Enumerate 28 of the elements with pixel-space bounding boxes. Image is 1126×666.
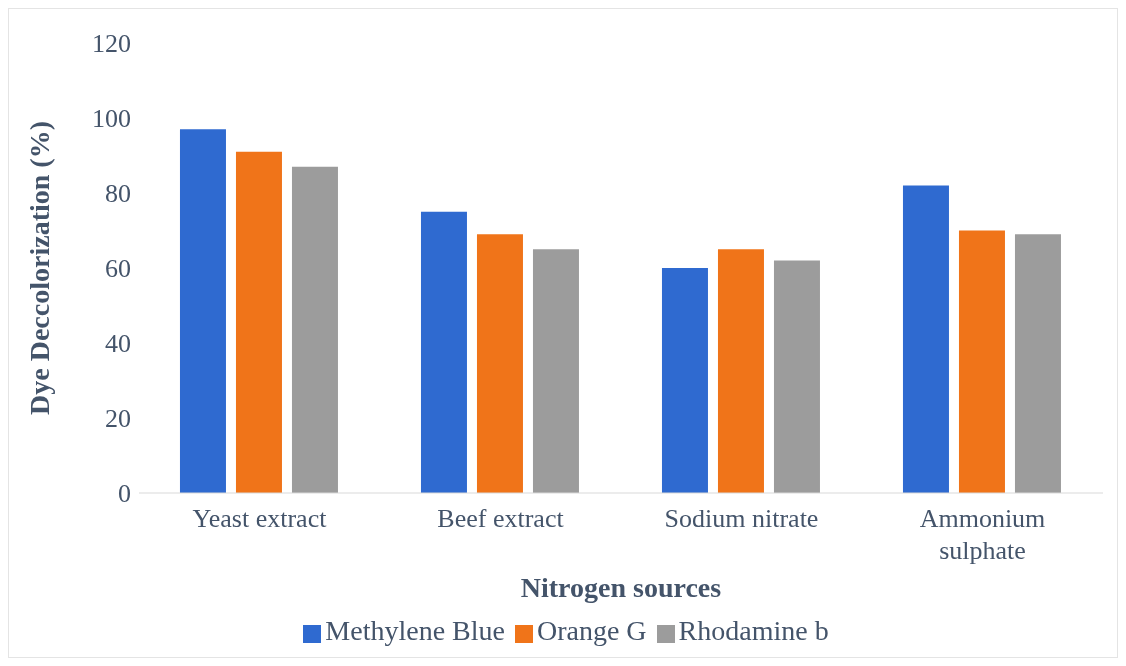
bar [773,260,820,493]
bar [958,230,1005,493]
x-tick-label: Ammonium sulphate [919,504,1046,565]
y-tick-label: 100 [92,104,131,134]
y-tick-label: 40 [105,329,131,359]
y-tick-label: 120 [92,29,131,59]
bar [532,249,579,493]
bar [235,151,282,493]
y-tick-label: 60 [105,254,131,284]
bar [902,185,949,493]
bar [1014,234,1061,493]
bar [476,234,523,493]
legend-label: Orange G [536,615,647,646]
bar [717,249,764,493]
y-tick-label: 0 [118,479,131,509]
x-tick-label: Beef extract [437,504,565,533]
bar [661,268,708,493]
bar [179,129,226,493]
legend-label: Methylene Blue [325,615,505,646]
y-axis-title: Dye Deccolorization (%) [23,121,55,415]
x-tick-label: Sodium nitrate [664,504,819,533]
legend-label: Rhodamine b [678,615,829,646]
y-tick-label: 20 [105,404,131,434]
bar [420,211,467,493]
bar [291,166,338,493]
x-axis-title: Nitrogen sources [520,572,722,603]
y-tick-label: 80 [105,179,131,209]
x-tick-label: Yeast extract [192,504,328,533]
